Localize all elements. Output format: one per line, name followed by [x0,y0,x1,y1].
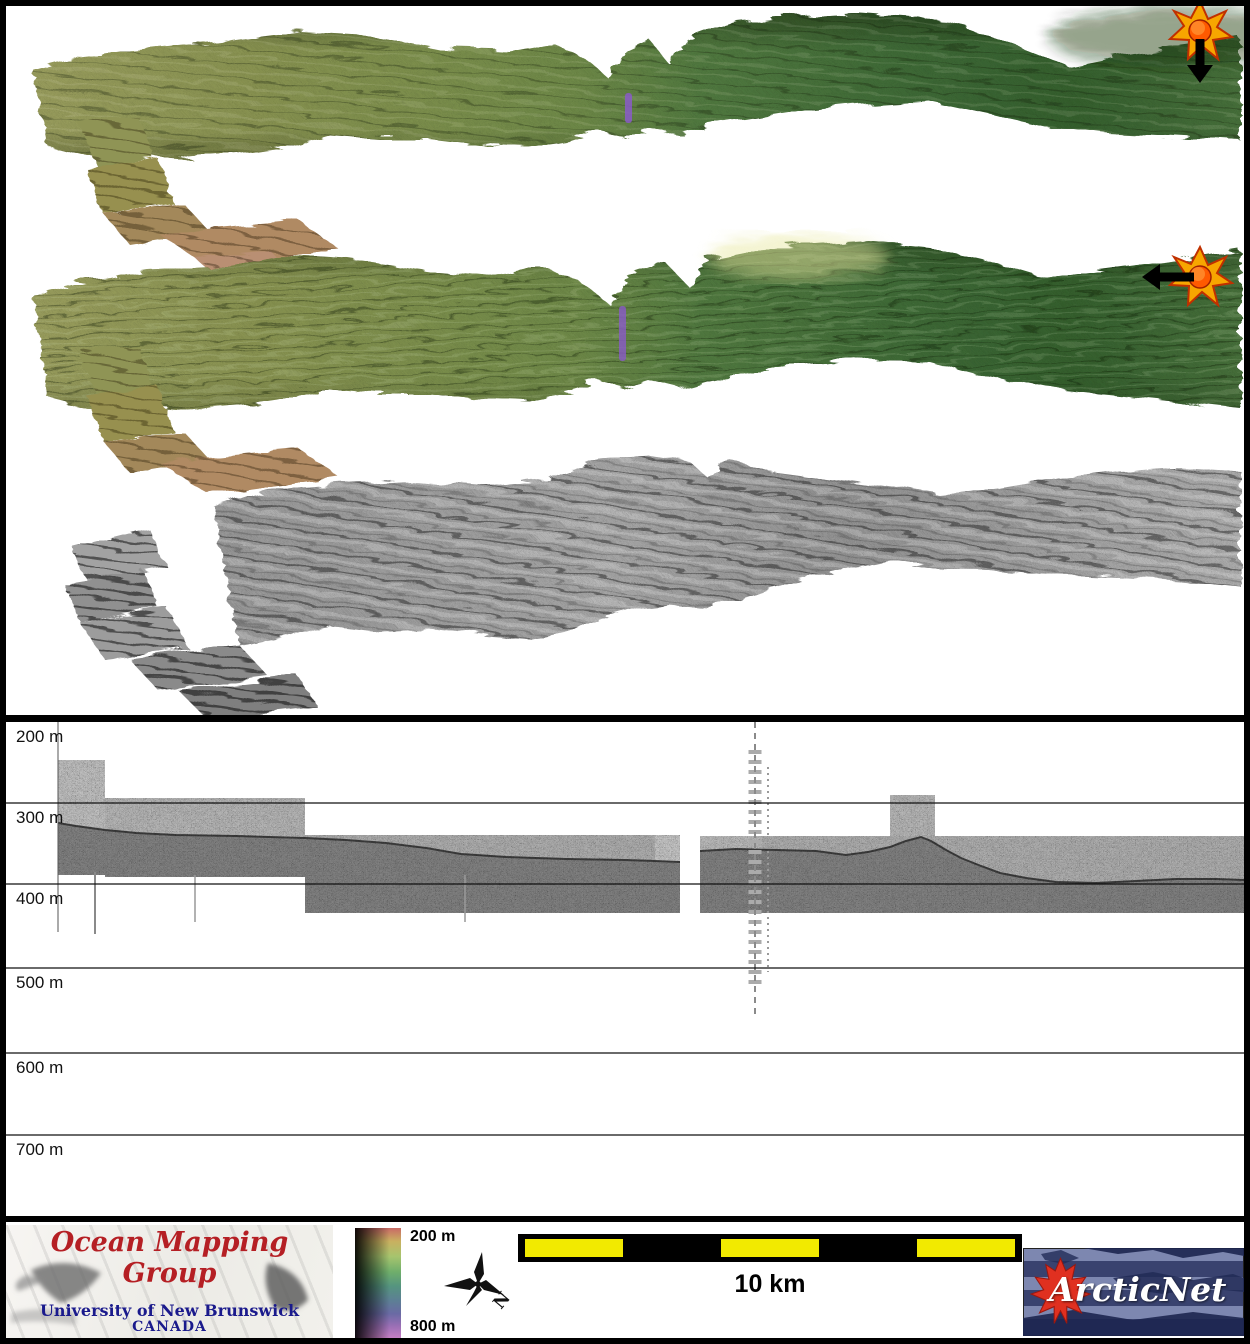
scale-segment-yellow [721,1239,819,1257]
color-scale-top-label: 200 m [410,1228,456,1245]
depth-label-200: 200 m [16,727,64,746]
maple-leaf-icon [1029,1256,1092,1324]
arrow-left-icon [1142,264,1194,290]
compass-star-icon: N [444,1252,515,1313]
color-scale-hillshade [355,1228,401,1338]
purple-artifact-1 [625,93,632,123]
scale-segment-yellow [525,1239,623,1257]
strip2-tail [76,342,336,492]
bird-silhouette-left [31,1263,101,1303]
north-arrow: N [444,1248,530,1326]
depth-label-700: 700 m [16,1140,64,1159]
purple-artifact-2 [619,306,626,361]
depth-label-400: 400 m [16,889,64,908]
subbottom-profile-panel: 200 m 300 m 400 m 500 m 600 m 700 m [6,722,1244,1216]
omg-country: CANADA [132,1319,207,1335]
arcticnet-logo: ArcticNet [1023,1248,1244,1336]
sun-icon [1167,244,1235,308]
survey-strips-graphic [30,6,1244,715]
backscatter-strip [61,452,1238,715]
scale-segment-yellow [917,1239,1015,1257]
footer: Ocean Mapping Group University of New Br… [6,1222,1244,1338]
arrow-down-icon [1187,39,1213,83]
depth-label-300: 300 m [16,808,64,827]
sun-illumination-icon-down [1167,6,1235,83]
scale-bar-label: 10 km [734,1270,806,1298]
arcticnet-map-art [1023,1248,1244,1336]
arcticnet-wordmark: ArcticNet [1049,1270,1227,1309]
omg-logo-art [11,1263,308,1325]
omg-university: University of New Brunswick [39,1301,300,1320]
sun-illumination-icon-left [1142,244,1235,308]
bathymetry-strip-2 [30,232,1238,492]
bird-silhouette-right [265,1263,308,1311]
depth-label-500: 500 m [16,973,64,992]
sun-icon [1167,6,1235,62]
echogram-graphic [6,722,1244,1136]
strip3-tail [61,526,316,715]
scale-segment-black [819,1239,917,1257]
depth-color-scale [355,1228,401,1338]
strip1-tail [76,114,336,272]
color-scale-bottom-label: 800 m [410,1318,456,1335]
omg-logo: Ocean Mapping Group University of New Br… [6,1225,333,1338]
scale-bar [518,1234,1022,1262]
map-panel [6,6,1244,715]
scale-segment-black [623,1239,721,1257]
depth-label-600: 600 m [16,1058,64,1077]
omg-title: Ocean Mapping Group [50,1227,289,1289]
bathymetry-strip-1 [30,6,1244,272]
echogram-band [57,722,1244,1015]
depth-gridlines [6,802,1244,1136]
